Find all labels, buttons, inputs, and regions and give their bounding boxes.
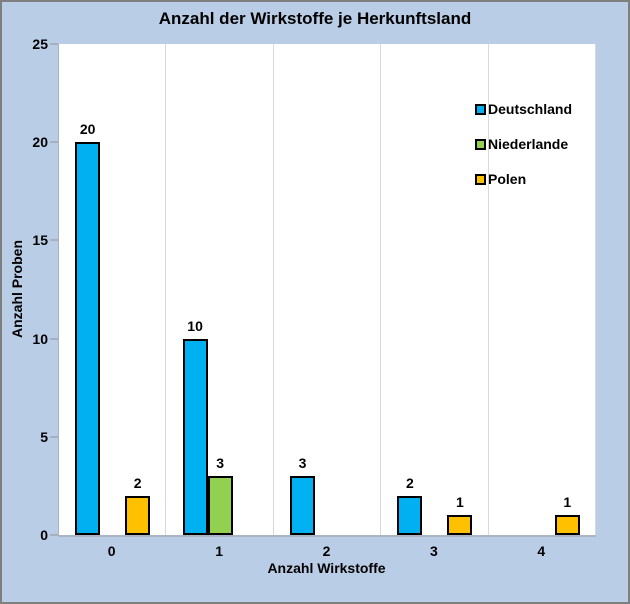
bar-deutschland-x0	[75, 142, 101, 535]
legend-item-polen: Polen	[475, 171, 572, 187]
y-tick-mark	[50, 43, 58, 45]
bar-deutschland-x1	[182, 338, 208, 535]
bar-data-label: 20	[79, 121, 96, 138]
bar-deutschland-x3	[397, 495, 423, 535]
y-tick-label: 10	[32, 330, 48, 347]
category-gridline	[165, 44, 167, 535]
x-tick-label: 3	[429, 543, 438, 559]
plot-area: 20 10 3 2 3 2 1 1	[58, 44, 596, 537]
chart-title: Anzahl der Wirkstoffe je Herkunftsland	[158, 9, 472, 28]
deutschland-swatch-icon	[475, 103, 486, 115]
legend-label: Polen	[488, 171, 527, 187]
y-tick-mark	[50, 239, 58, 242]
category-gridline	[595, 44, 596, 535]
bar-data-label: 10	[187, 317, 203, 334]
legend-item-deutschland: Deutschland	[475, 101, 573, 117]
niederlande-swatch-icon	[475, 138, 486, 150]
bar-data-label: 2	[133, 474, 142, 491]
bar-polen-x3	[447, 515, 473, 535]
category-gridline	[487, 44, 489, 535]
polen-swatch-icon	[475, 173, 486, 185]
x-tick-label: 0	[107, 543, 116, 559]
y-tick-label: 15	[32, 232, 48, 249]
bar-data-label: 3	[298, 455, 307, 472]
y-tick-label: 20	[32, 134, 48, 151]
y-tick-label: 25	[32, 36, 48, 52]
legend-label: Niederlande	[488, 136, 569, 152]
category-gridline	[272, 44, 274, 535]
x-tick-label: 2	[322, 543, 331, 559]
category-gridline	[380, 44, 382, 535]
x-tick-label: 4	[537, 543, 546, 559]
legend-label: Deutschland	[488, 101, 573, 117]
bar-data-label: 2	[405, 474, 414, 491]
bar-deutschland-x2	[290, 476, 315, 535]
x-tick-label: 1	[215, 543, 223, 559]
legend: Deutschland Niederlande Polen	[475, 101, 573, 208]
bar-niederlande-x1	[207, 476, 233, 535]
bar-data-label: 1	[455, 494, 464, 511]
y-tick-label: 5	[40, 428, 48, 445]
legend-item-niederlande: Niederlande	[475, 136, 572, 152]
bar-data-label: 1	[563, 494, 572, 511]
x-axis-title: Anzahl Wirkstoffe	[267, 560, 386, 576]
bar-polen-x0	[125, 495, 151, 535]
y-tick-mark	[50, 435, 58, 438]
y-axis-title: Anzahl Proben	[9, 239, 25, 339]
y-tick-mark	[50, 337, 58, 340]
y-tick-label: 0	[40, 527, 48, 543]
bar-polen-x4	[554, 515, 580, 535]
bar-data-label: 3	[216, 455, 224, 472]
y-tick-mark	[50, 534, 58, 536]
y-tick-mark	[50, 141, 58, 144]
